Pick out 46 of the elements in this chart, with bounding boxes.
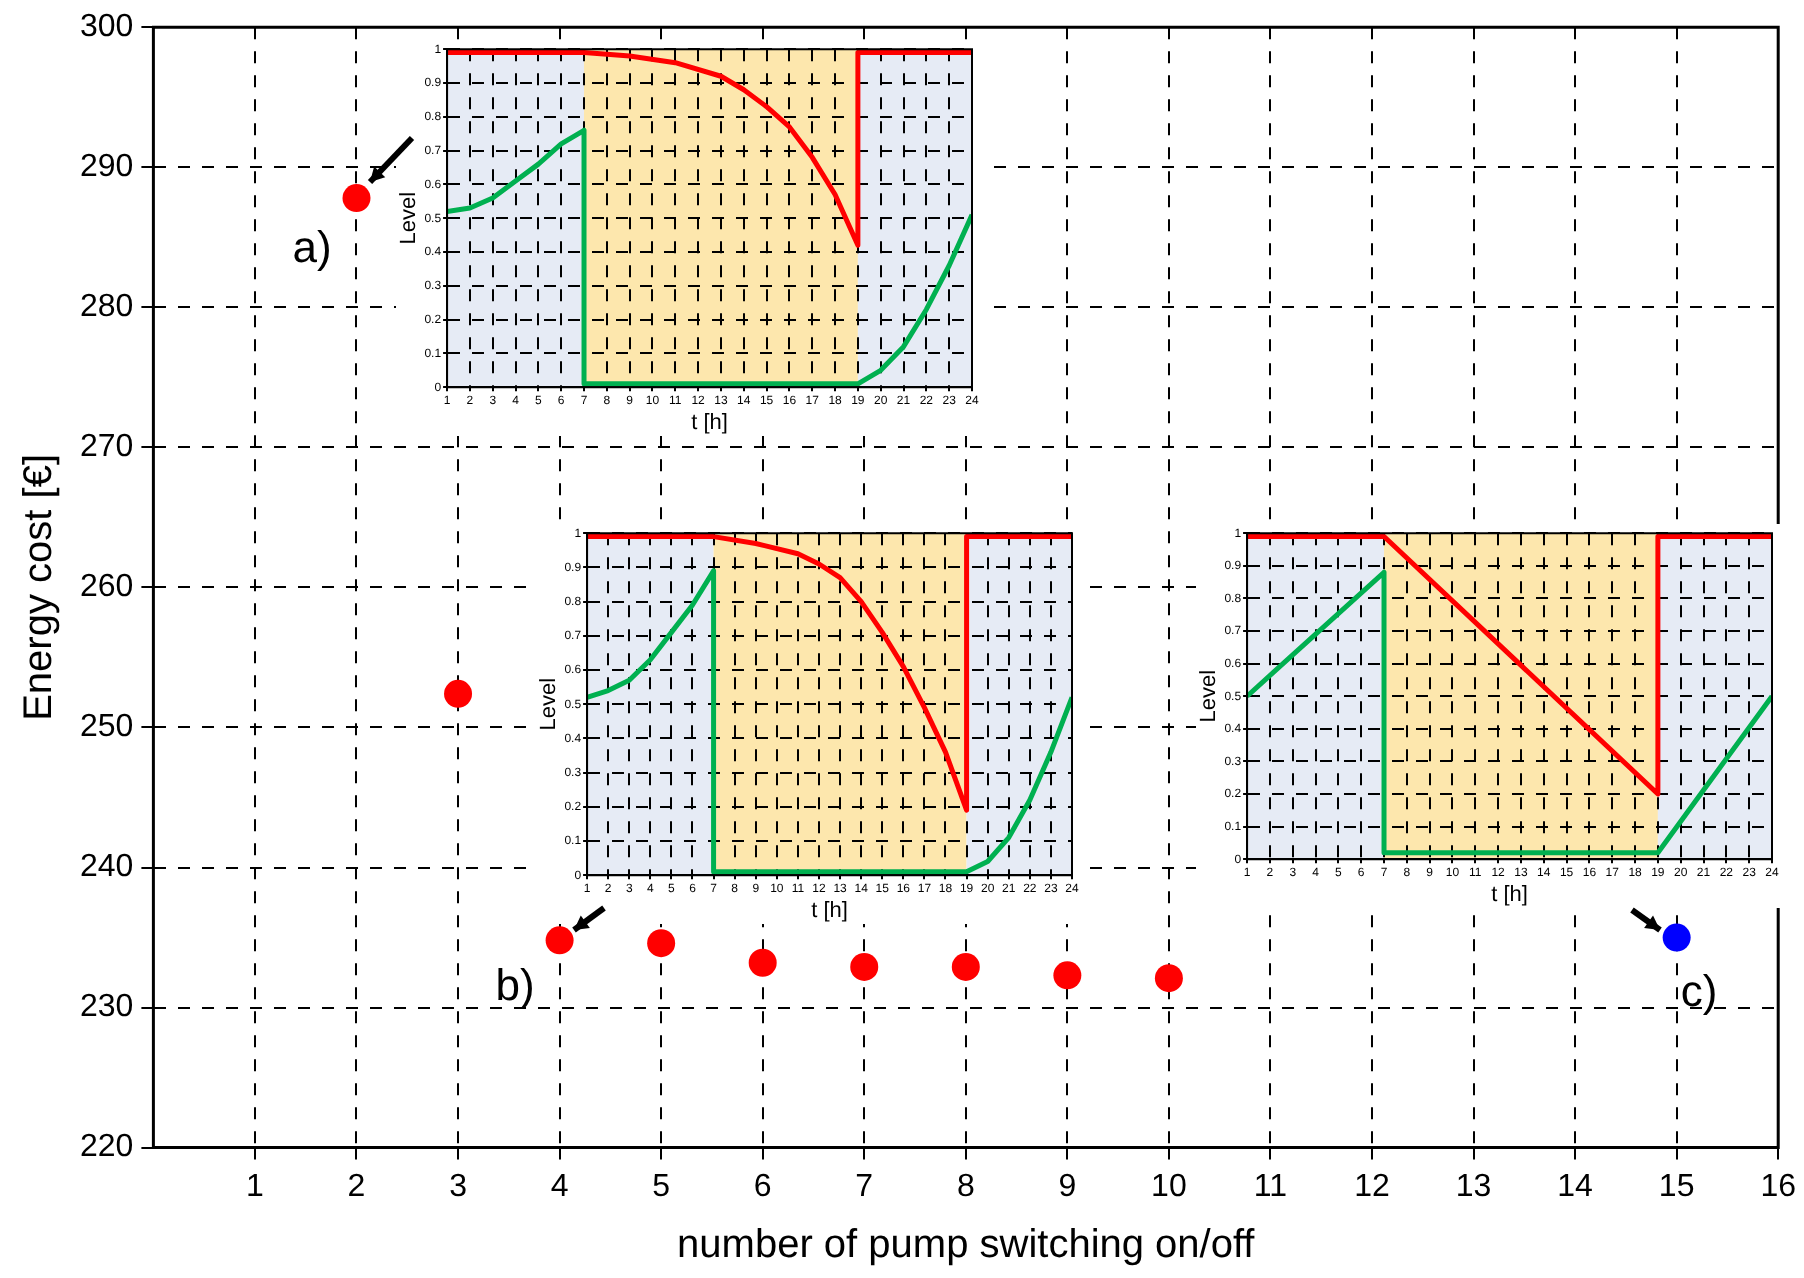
y-tick-label: 300	[79, 10, 134, 45]
x-axis-title: t [h]	[1491, 882, 1528, 907]
x-tick-label: 7	[855, 1169, 874, 1204]
point	[748, 948, 777, 977]
x-tick-label: 2	[347, 1169, 366, 1204]
y-tick-label: 220	[79, 1130, 134, 1165]
y-axis-title: Level	[397, 191, 422, 245]
y-tick-label: 250	[79, 710, 134, 745]
y-tick-label: 240	[79, 850, 134, 885]
x-tick-label: 5	[652, 1169, 671, 1204]
x-tick-label: 11	[1253, 1169, 1288, 1204]
point	[850, 952, 879, 981]
x-tick-label: 16	[1760, 1169, 1797, 1204]
x-tick-label: 13	[1455, 1169, 1492, 1204]
annotation: c)	[1680, 965, 1718, 1016]
y-tick-label: 270	[79, 430, 134, 465]
y-tick-label: 290	[79, 150, 134, 185]
x-tick-label: 3	[449, 1169, 468, 1204]
y-tick-label: 230	[79, 990, 134, 1025]
point	[1053, 961, 1082, 990]
point	[1662, 923, 1691, 952]
x-tick-label: 4	[550, 1169, 569, 1204]
point	[647, 929, 676, 958]
x-tick-label: 8	[956, 1169, 975, 1204]
x-tick-label: 10	[1151, 1169, 1187, 1204]
x-axis-title: t [h]	[811, 898, 848, 923]
point	[1154, 964, 1183, 993]
annotation: a)	[292, 222, 332, 273]
x-tick-label: 6	[753, 1169, 772, 1204]
x-tick-label: 1	[246, 1169, 265, 1204]
point	[951, 952, 980, 981]
y-axis-title: Level	[1197, 669, 1222, 723]
x-tick-label: 9	[1058, 1169, 1077, 1204]
y-axis-title: Level	[537, 677, 562, 731]
y-tick-label: 260	[79, 570, 134, 605]
x-tick-label: 14	[1557, 1169, 1594, 1204]
y-axis-title: Energy cost [€]	[17, 453, 62, 721]
annotation: b)	[495, 960, 535, 1011]
x-axis-title: t [h]	[691, 410, 728, 435]
point	[545, 926, 574, 955]
x-tick-label: 15	[1658, 1169, 1695, 1204]
point	[342, 184, 371, 213]
point	[444, 679, 473, 708]
y-tick-label: 280	[79, 290, 134, 325]
x-axis-title: number of pump switching on/off	[677, 1223, 1256, 1268]
x-tick-label: 12	[1354, 1169, 1390, 1204]
